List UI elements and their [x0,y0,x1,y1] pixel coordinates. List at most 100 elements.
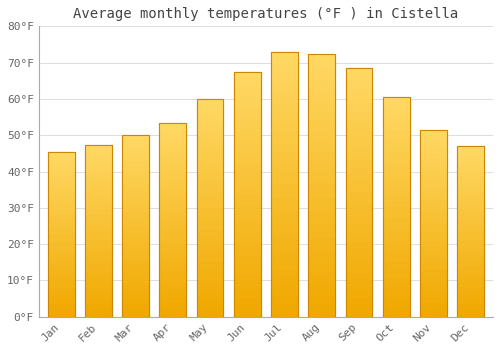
Bar [234,158,260,163]
Bar [160,298,186,302]
Bar [308,178,335,185]
Bar [234,304,260,311]
Bar [196,284,224,289]
Bar [196,279,224,284]
Bar [458,146,484,317]
Bar [160,263,186,268]
Bar [383,212,409,218]
Bar [458,295,484,300]
Bar [346,310,372,317]
Bar [271,310,298,317]
Bar [271,52,298,317]
Bar [271,131,298,138]
Bar [234,151,260,158]
Bar [160,176,186,181]
Bar [160,312,186,317]
Bar [85,222,112,226]
Bar [420,270,447,275]
Bar [458,308,484,313]
Bar [346,143,372,149]
Bar [234,231,260,237]
Bar [234,250,260,256]
Bar [458,240,484,244]
Bar [420,181,447,186]
Bar [308,139,335,146]
Bar [458,146,484,317]
Bar [234,182,260,188]
Bar [458,270,484,274]
Bar [48,259,74,263]
Bar [48,309,74,313]
Bar [234,176,260,182]
Bar [122,231,149,235]
Bar [196,181,224,186]
Bar [85,235,112,239]
Bar [420,130,447,317]
Bar [122,172,149,176]
Bar [234,84,260,90]
Bar [383,207,409,212]
Bar [85,274,112,278]
Bar [160,273,186,278]
Bar [420,284,447,289]
Bar [196,142,224,148]
Bar [420,219,447,223]
Bar [234,219,260,225]
Bar [308,67,335,73]
Bar [48,184,74,189]
Bar [48,201,74,205]
Bar [48,222,74,226]
Bar [85,184,112,188]
Bar [160,200,186,205]
Bar [458,248,484,253]
Bar [346,230,372,236]
Bar [122,176,149,181]
Bar [308,185,335,192]
Bar [420,312,447,317]
Bar [458,291,484,295]
Bar [271,284,298,290]
Bar [383,119,409,125]
Bar [160,254,186,259]
Bar [271,171,298,177]
Bar [383,97,409,103]
Bar [85,145,112,149]
Bar [308,60,335,67]
Bar [85,270,112,274]
Bar [160,127,186,132]
Bar [271,211,298,217]
Bar [85,282,112,287]
Bar [458,193,484,197]
Bar [308,277,335,284]
Bar [234,72,260,317]
Bar [271,251,298,257]
Bar [196,153,224,159]
Bar [160,186,186,190]
Bar [308,54,335,317]
Bar [458,184,484,189]
Bar [346,242,372,248]
Bar [234,194,260,200]
Bar [196,300,224,306]
Bar [308,113,335,119]
Bar [308,166,335,172]
Bar [420,293,447,298]
Bar [420,242,447,247]
Bar [383,257,409,262]
Bar [271,125,298,131]
Bar [122,181,149,185]
Bar [383,108,409,113]
Bar [160,249,186,254]
Bar [48,296,74,300]
Bar [383,185,409,190]
Bar [346,211,372,217]
Bar [160,205,186,210]
Bar [458,206,484,210]
Bar [420,176,447,181]
Bar [383,267,409,273]
Bar [48,218,74,222]
Bar [383,196,409,202]
Bar [383,174,409,180]
Bar [271,184,298,191]
Bar [160,147,186,152]
